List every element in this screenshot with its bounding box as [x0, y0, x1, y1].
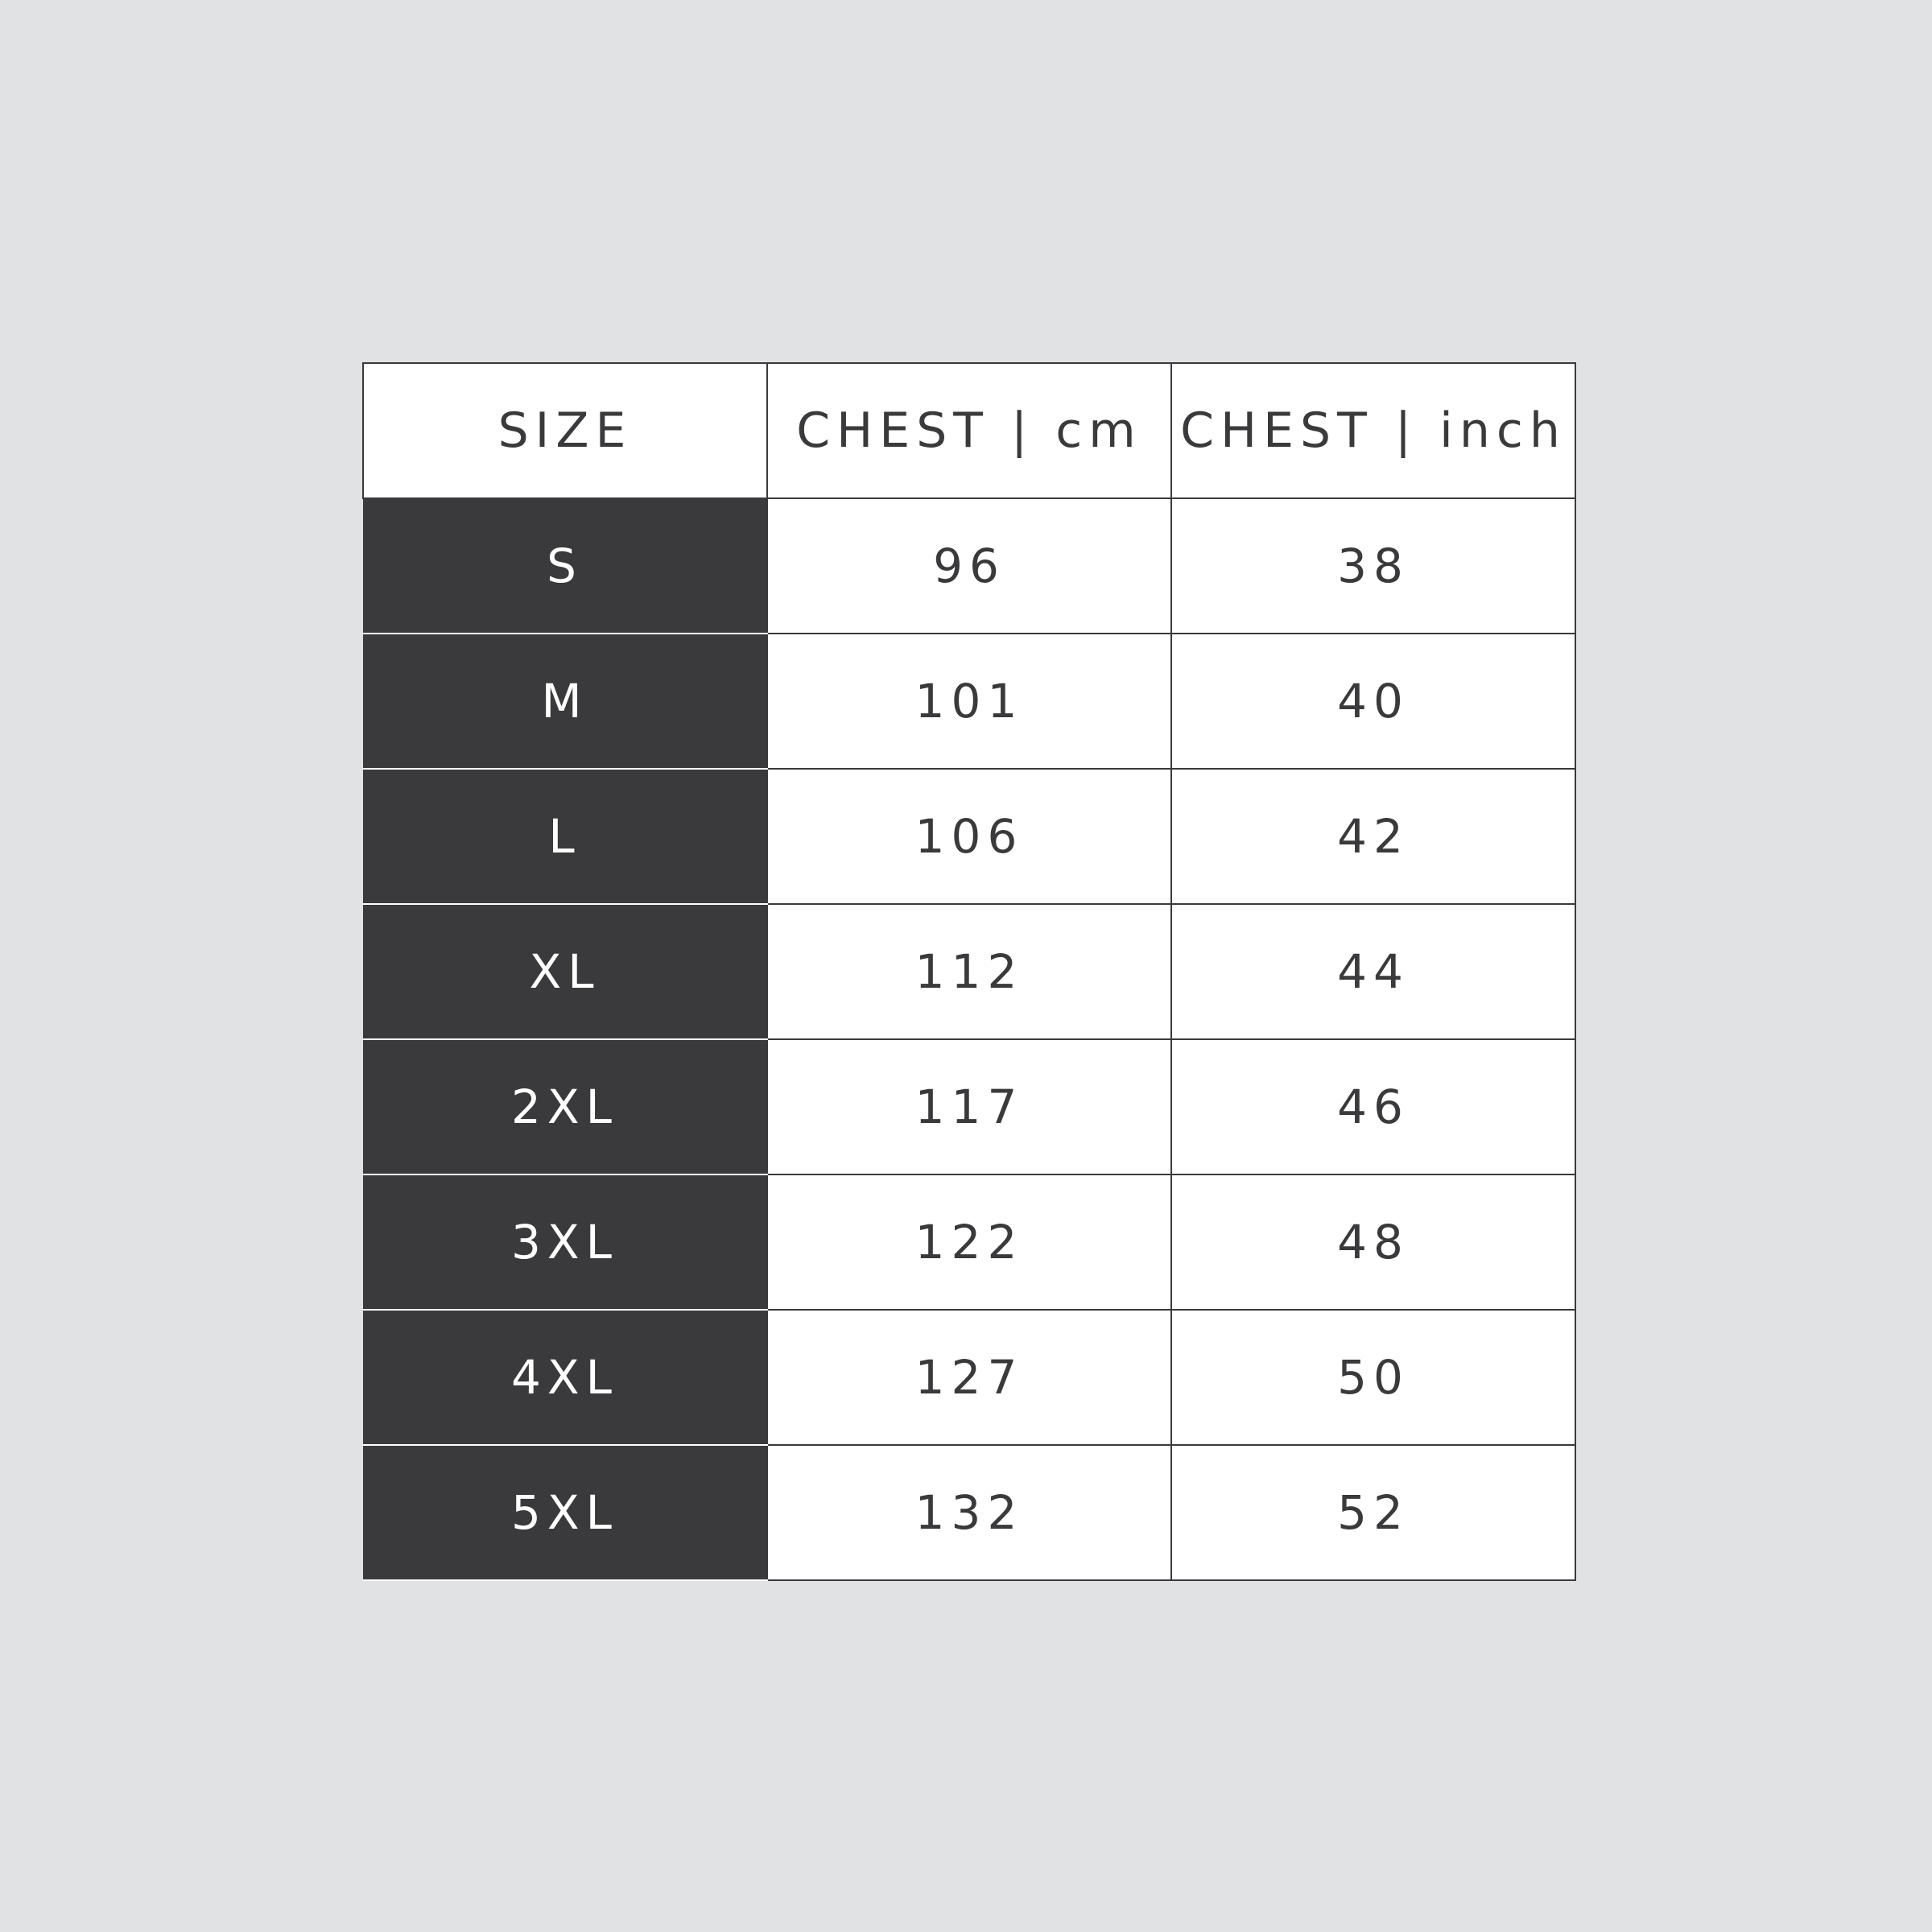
chest-cm-cell: 101 — [766, 633, 1172, 770]
chest-inch-cell: 38 — [1170, 497, 1576, 634]
header-size: SIZE — [362, 362, 768, 499]
chest-cm-cell: 106 — [766, 768, 1172, 905]
chest-cm-cell: 112 — [766, 903, 1172, 1040]
chest-cm-cell: 117 — [766, 1038, 1172, 1175]
chest-inch-cell: 50 — [1170, 1309, 1576, 1446]
size-cell: 3XL — [363, 1174, 768, 1311]
size-cell: 4XL — [363, 1309, 768, 1446]
chest-inch-cell: 52 — [1170, 1444, 1576, 1581]
table-row: 4XL 127 50 — [363, 1309, 1576, 1446]
chest-cm-cell: 96 — [766, 497, 1172, 634]
size-cell: XL — [363, 903, 768, 1040]
table-row: L 106 42 — [363, 768, 1576, 905]
chest-inch-cell: 42 — [1170, 768, 1576, 905]
chest-cm-cell: 127 — [766, 1309, 1172, 1446]
size-cell: M — [363, 633, 768, 770]
table-row: XL 112 44 — [363, 903, 1576, 1040]
header-chest-inch: CHEST | inch — [1170, 362, 1576, 499]
chest-cm-cell: 122 — [766, 1174, 1172, 1311]
chest-inch-cell: 40 — [1170, 633, 1576, 770]
table-row: 5XL 132 52 — [363, 1444, 1576, 1581]
chest-inch-cell: 44 — [1170, 903, 1576, 1040]
size-chart-table: SIZE CHEST | cm CHEST | inch S 96 38 M 101 40… — [362, 362, 1576, 1581]
table-row: S 96 38 — [363, 497, 1576, 634]
table-row: 3XL 122 48 — [363, 1174, 1576, 1311]
size-cell: S — [363, 497, 768, 634]
size-cell: L — [363, 768, 768, 905]
size-cell: 2XL — [363, 1038, 768, 1175]
chest-cm-cell: 132 — [766, 1444, 1172, 1581]
chest-inch-cell: 46 — [1170, 1038, 1576, 1175]
chest-inch-cell: 48 — [1170, 1174, 1576, 1311]
header-chest-cm: CHEST | cm — [766, 362, 1172, 499]
size-cell: 5XL — [363, 1444, 768, 1581]
table-row: M 101 40 — [363, 633, 1576, 770]
table-row: 2XL 117 46 — [363, 1038, 1576, 1175]
header-row: SIZE CHEST | cm CHEST | inch — [362, 362, 1576, 499]
